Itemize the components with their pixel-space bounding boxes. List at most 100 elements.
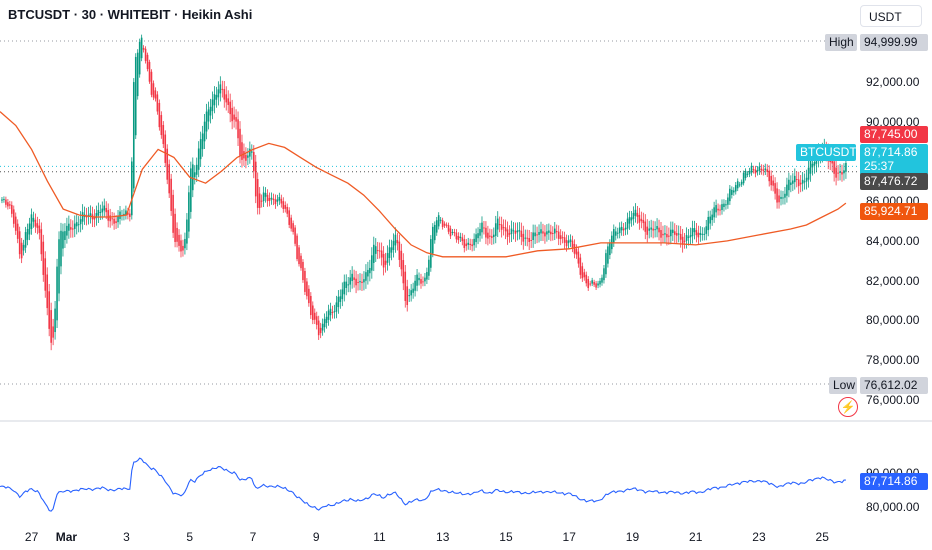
candle-body (278, 197, 281, 201)
candle-body (359, 281, 361, 283)
candle-body (540, 229, 542, 234)
candle-body (506, 229, 509, 237)
candle-body (595, 283, 597, 288)
candle-body (376, 250, 379, 252)
last-price-tag: 87,714.86 (860, 144, 928, 161)
candle-body (148, 61, 151, 82)
candle-body (672, 229, 674, 233)
candle-body (451, 231, 454, 233)
candle-body (384, 260, 387, 265)
candle-body (388, 247, 391, 258)
candle-body (489, 235, 491, 237)
candle-body (587, 279, 590, 289)
candle-body (416, 274, 418, 286)
candle-body (24, 232, 27, 248)
candle-body (437, 215, 440, 227)
flash-icon[interactable]: ⚡ (838, 397, 858, 417)
candle-body (614, 231, 617, 236)
candle-body (162, 125, 165, 145)
candle-body (837, 172, 839, 174)
candle-body (335, 302, 338, 312)
candle-body (813, 162, 816, 166)
candle-body (268, 197, 271, 201)
candle-body (640, 218, 643, 222)
candle-body (589, 283, 591, 285)
candle-body (404, 271, 407, 301)
candle-body (213, 94, 216, 106)
candle-body (833, 161, 835, 174)
candle-body (374, 246, 377, 254)
candle-body (319, 327, 322, 334)
candle-body (154, 90, 157, 99)
candle-body (577, 251, 580, 264)
candle-body (315, 316, 318, 325)
candle-body (504, 227, 507, 232)
candle-body (195, 164, 198, 175)
currency-selector[interactable]: USDT (860, 5, 922, 27)
candle-body (664, 233, 666, 235)
candle-body (46, 274, 49, 309)
candle-body (620, 226, 623, 231)
candle-body (172, 194, 174, 233)
candle-body (174, 213, 176, 242)
candle-body (288, 210, 290, 225)
candle-body (369, 267, 371, 274)
candles (1, 34, 847, 351)
candle-body (164, 134, 167, 163)
candle-body (736, 181, 739, 189)
candle-body (73, 223, 76, 229)
candle-body (392, 240, 395, 250)
candle-body (400, 250, 403, 270)
candle-body (26, 229, 29, 240)
candle-body (99, 211, 102, 213)
candle-body (347, 284, 350, 286)
candle-body (406, 286, 409, 306)
candle-body (264, 192, 267, 197)
candle-body (492, 234, 495, 238)
time-tick-label: 9 (312, 530, 320, 544)
candle-body (129, 213, 131, 217)
candle-body (12, 209, 15, 224)
candle-body (351, 273, 353, 282)
candle-body (729, 188, 731, 202)
candle-body (843, 170, 845, 174)
candle-body (764, 168, 767, 171)
candle-body (740, 181, 743, 185)
candle-body (662, 233, 664, 236)
candle-body (799, 182, 802, 185)
candle-body (565, 240, 568, 247)
candle-body (380, 250, 383, 258)
candle-body (477, 233, 479, 239)
candle-body (784, 193, 786, 198)
candle-body (313, 312, 316, 320)
candle-body (435, 220, 438, 233)
candle-body (168, 164, 170, 194)
candle-body (217, 89, 220, 98)
moving-average-line (0, 111, 847, 258)
candle-body (221, 88, 224, 90)
candle-body (365, 272, 367, 281)
candle-body (508, 233, 511, 235)
candle-body (225, 94, 228, 103)
candle-body (654, 229, 656, 231)
indicator-tick-label: 80,000.00 (866, 500, 920, 514)
candle-body (699, 232, 702, 236)
candle-body (249, 148, 251, 157)
candle-body (252, 152, 255, 172)
candle-body (797, 179, 800, 187)
candle-body (7, 202, 9, 207)
candle-body (593, 281, 595, 285)
candle-body (776, 188, 778, 203)
ask-price-tag: 87,745.00 (860, 126, 928, 143)
candle-body (382, 254, 385, 268)
candle-body (125, 210, 127, 215)
candle-body (105, 207, 108, 213)
candle-body (746, 173, 749, 175)
candle-body (426, 272, 428, 280)
candle-body (20, 242, 23, 259)
candle-body (79, 219, 82, 225)
candle-body (567, 240, 570, 244)
candle-body (323, 318, 326, 328)
candle-body (658, 227, 660, 233)
